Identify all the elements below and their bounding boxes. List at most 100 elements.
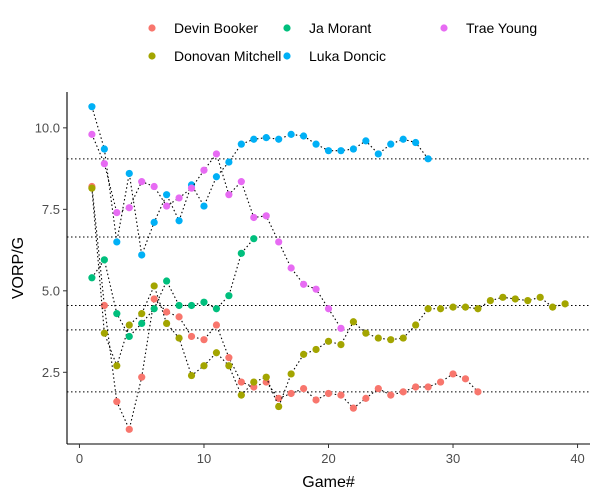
data-point bbox=[324, 337, 333, 345]
data-point bbox=[88, 184, 96, 192]
data-point bbox=[175, 313, 183, 321]
data-point bbox=[412, 321, 420, 329]
data-point bbox=[499, 293, 507, 301]
data-point bbox=[287, 370, 295, 378]
data-point bbox=[299, 350, 308, 358]
data-point bbox=[150, 282, 158, 290]
data-point bbox=[250, 213, 258, 222]
data-point bbox=[237, 391, 245, 399]
data-point bbox=[324, 305, 333, 313]
y-tick-label: 5.0 bbox=[42, 283, 60, 298]
data-point bbox=[474, 388, 482, 396]
x-tick-label: 20 bbox=[321, 451, 335, 466]
data-point bbox=[312, 285, 320, 293]
data-point bbox=[212, 150, 221, 158]
data-point bbox=[200, 202, 208, 210]
data-point bbox=[412, 138, 420, 147]
data-point bbox=[225, 292, 233, 300]
data-point bbox=[324, 147, 333, 155]
data-point bbox=[362, 329, 370, 337]
data-point bbox=[113, 208, 121, 217]
data-point bbox=[399, 388, 407, 396]
data-point bbox=[175, 217, 183, 225]
data-point bbox=[387, 391, 395, 399]
data-point bbox=[113, 238, 121, 246]
data-point bbox=[125, 169, 133, 178]
data-point bbox=[362, 137, 370, 145]
legend-key bbox=[148, 52, 156, 60]
data-point bbox=[262, 212, 270, 220]
data-point bbox=[337, 147, 345, 155]
data-point bbox=[524, 296, 532, 305]
data-point bbox=[237, 249, 245, 257]
series-4 bbox=[88, 130, 345, 332]
data-point bbox=[374, 384, 382, 393]
data-point bbox=[287, 264, 295, 272]
data-point bbox=[250, 235, 258, 243]
x-tick-label: 0 bbox=[76, 451, 83, 466]
data-point bbox=[225, 158, 233, 166]
data-point bbox=[150, 218, 158, 226]
data-point bbox=[113, 310, 121, 318]
data-point bbox=[424, 383, 432, 391]
data-point bbox=[474, 305, 482, 313]
y-tick-label: 2.5 bbox=[42, 365, 60, 380]
legend-label: Devin Booker bbox=[174, 20, 258, 36]
data-point bbox=[138, 178, 146, 186]
data-point bbox=[175, 334, 183, 342]
data-point bbox=[150, 305, 158, 313]
data-point bbox=[225, 354, 233, 362]
data-point bbox=[262, 134, 270, 142]
data-point bbox=[187, 184, 196, 192]
series-3 bbox=[88, 103, 432, 259]
legend-item: Ja Morant bbox=[283, 20, 371, 36]
data-point bbox=[113, 398, 121, 406]
data-point bbox=[412, 383, 420, 391]
data-point bbox=[387, 140, 395, 148]
data-point bbox=[299, 280, 308, 288]
data-point bbox=[200, 298, 208, 306]
legend-label: Donovan Mitchell bbox=[174, 48, 281, 64]
data-point bbox=[387, 336, 395, 344]
y-tick-label: 7.5 bbox=[42, 202, 60, 217]
data-point bbox=[200, 362, 208, 370]
legend-item: Devin Booker bbox=[148, 20, 258, 36]
legend-item: Donovan Mitchell bbox=[148, 48, 281, 64]
legend-label: Ja Morant bbox=[309, 20, 371, 36]
x-tick-label: 40 bbox=[570, 451, 584, 466]
data-point bbox=[374, 334, 382, 342]
data-point bbox=[561, 300, 569, 308]
data-point bbox=[299, 384, 308, 393]
data-point bbox=[100, 301, 108, 310]
data-point bbox=[163, 191, 171, 199]
data-point bbox=[287, 130, 295, 138]
data-point bbox=[113, 362, 121, 370]
data-point bbox=[237, 178, 245, 186]
data-point bbox=[449, 303, 457, 311]
data-point bbox=[374, 150, 382, 158]
data-point bbox=[212, 321, 221, 329]
data-point bbox=[549, 303, 557, 311]
series-0 bbox=[88, 182, 482, 433]
data-point bbox=[275, 135, 283, 143]
data-point bbox=[200, 336, 208, 344]
data-point bbox=[187, 301, 196, 310]
series-line bbox=[91, 188, 566, 408]
data-point bbox=[486, 296, 494, 305]
data-point bbox=[275, 402, 283, 411]
data-point bbox=[225, 362, 233, 370]
legend-item: Trae Young bbox=[440, 20, 537, 36]
data-point bbox=[362, 394, 370, 402]
data-point bbox=[200, 166, 208, 174]
x-tick-label: 10 bbox=[197, 451, 211, 466]
axes: 0 10 20 30 40 2.5 5.0 7.5 10.0 Game# VORP/G bbox=[10, 92, 590, 491]
data-point bbox=[324, 389, 333, 398]
data-point bbox=[125, 332, 133, 341]
data-point bbox=[100, 329, 108, 337]
y-axis-title: VORP/G bbox=[10, 237, 27, 299]
data-point bbox=[225, 191, 233, 199]
data-point bbox=[312, 140, 320, 148]
data-point bbox=[138, 373, 146, 381]
data-point bbox=[337, 340, 345, 349]
data-point bbox=[299, 132, 308, 140]
